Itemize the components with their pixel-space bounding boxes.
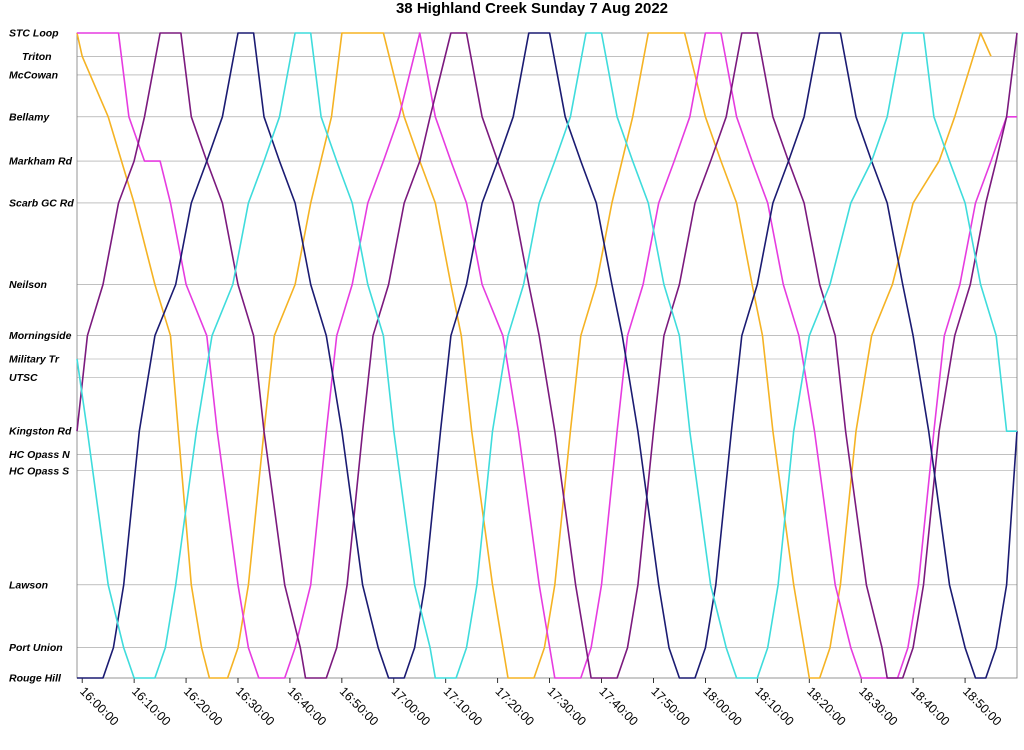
time-tick-label: 17:30:00 (544, 684, 588, 728)
stop-label: Markham Rd (9, 156, 73, 168)
time-axis-ticks: 16:00:00 16:10:00 16:20:00 16:30:00 16:40:00… (77, 678, 1004, 729)
time-tick-label: 17:10:00 (441, 684, 485, 728)
time-tick-label: 16:40:00 (285, 684, 329, 728)
time-tick-label: 17:40:00 (596, 684, 640, 728)
trip-line (77, 32, 1018, 679)
stop-label: Kingston Rd (9, 426, 72, 438)
stop-label: McCowan (9, 69, 58, 81)
time-tick-label: 17:20:00 (493, 684, 537, 728)
stop-label: Neilson (9, 279, 47, 291)
stop-label: HC Opass S (9, 465, 69, 477)
stop-label: UTSC (9, 372, 38, 384)
stop-label: Port Union (9, 642, 63, 654)
stop-label: HC Opass N (9, 449, 70, 461)
time-tick-label: 18:30:00 (856, 684, 900, 728)
stop-axis-labels: STC Loop Triton McCowan Bellamy Markham Rd Sc… (9, 28, 74, 685)
time-tick-label: 18:40:00 (908, 684, 952, 728)
stop-label: Bellamy (9, 111, 50, 123)
time-tick-label: 18:50:00 (960, 684, 1004, 728)
time-tick-label: 18:20:00 (804, 684, 848, 728)
time-tick-label: 16:50:00 (337, 684, 381, 728)
stop-label: Military Tr (9, 353, 60, 365)
stop-gridlines (77, 55, 1017, 649)
time-tick-label: 16:10:00 (129, 684, 173, 728)
trip-line (76, 32, 992, 679)
time-tick-label: 16:00:00 (77, 684, 121, 728)
trip-line (76, 32, 1017, 679)
stop-label: Rouge Hill (9, 673, 62, 685)
chart-title: 38 Highland Creek Sunday 7 Aug 2022 (395, 0, 669, 17)
time-tick-label: 18:10:00 (752, 684, 796, 728)
stop-label: Lawson (9, 579, 48, 591)
bus-trips (76, 32, 1018, 679)
time-tick-label: 16:20:00 (181, 684, 225, 728)
time-tick-label: 16:30:00 (233, 684, 277, 728)
time-tick-label: 18:00:00 (700, 684, 744, 728)
time-tick-label: 17:50:00 (648, 684, 692, 728)
stop-label: Scarb GC Rd (9, 197, 74, 209)
stop-label: Triton (22, 51, 52, 63)
trip-line (77, 32, 1017, 679)
stop-label: STC Loop (9, 28, 59, 40)
stop-label: Morningside (9, 330, 72, 342)
time-tick-label: 17:00:00 (389, 684, 433, 728)
